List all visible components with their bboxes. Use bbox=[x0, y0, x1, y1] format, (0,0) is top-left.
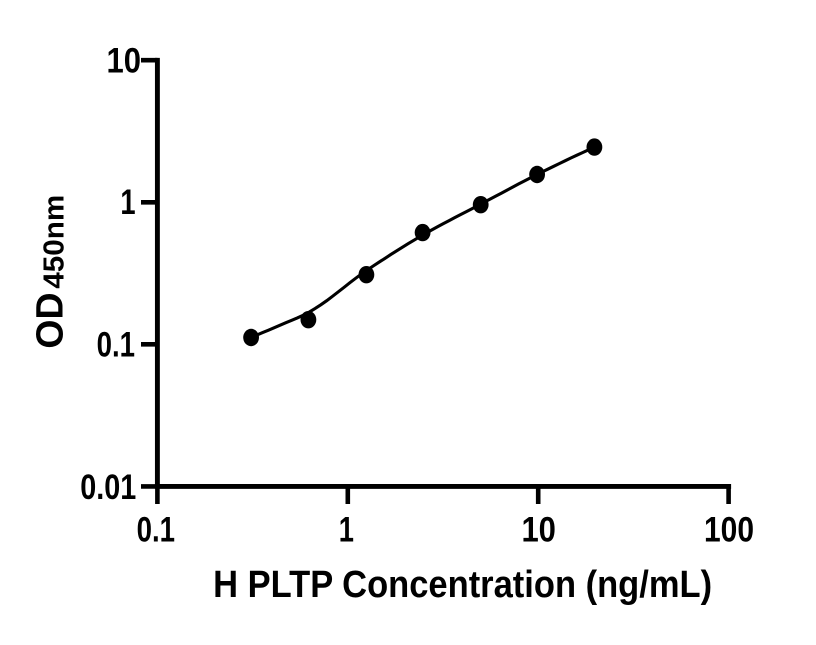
svg-text:0.01: 0.01 bbox=[80, 467, 136, 507]
svg-text:OD450nm: OD450nm bbox=[29, 195, 72, 349]
svg-text:10: 10 bbox=[107, 41, 142, 81]
svg-text:H PLTP Concentration (ng/mL): H PLTP Concentration (ng/mL) bbox=[213, 563, 712, 606]
svg-text:100: 100 bbox=[704, 509, 754, 549]
svg-text:0.1: 0.1 bbox=[97, 325, 135, 365]
svg-text:1: 1 bbox=[120, 182, 135, 222]
svg-text:0.1: 0.1 bbox=[137, 509, 175, 549]
svg-text:10: 10 bbox=[521, 509, 556, 549]
svg-text:1: 1 bbox=[339, 509, 354, 549]
